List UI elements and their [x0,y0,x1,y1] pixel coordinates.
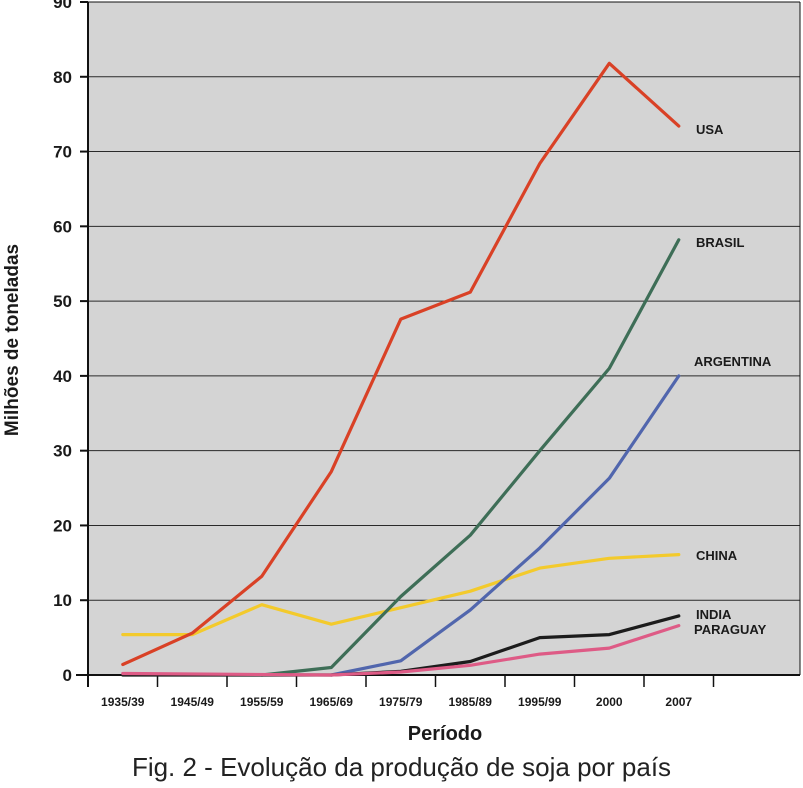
y-tick-label: 50 [53,292,72,311]
y-tick-label: 0 [63,666,72,685]
series-label-usa: USA [696,122,724,137]
x-tick-labels: 1935/39 1945/49 1955/59 1965/69 1975/79 1985/… [101,695,692,709]
y-tick-label: 20 [53,516,72,535]
y-tick-label: 30 [53,442,72,461]
series-label-china: CHINA [696,548,738,563]
y-axis-title: Milhões de toneladas [2,244,23,436]
series-lines [121,61,681,677]
series-line-argentina [329,374,681,677]
series-line-china [121,552,681,637]
figure-caption: Fig. 2 - Evolução da produção de soja po… [131,752,672,782]
series-line-brasil [260,238,681,677]
x-tick-label: 1935/39 [101,695,145,709]
y-tick-label: 40 [53,367,72,386]
series-label-india: INDIA [696,607,732,622]
series-line-paraguay [121,623,681,677]
y-tick-label: 10 [53,591,72,610]
y-tick-label: 90 [53,0,72,12]
y-tick-labels: 0 10 20 30 40 50 60 70 80 90 [53,0,72,685]
x-separators [87,675,715,687]
y-tick-label: 70 [53,143,72,162]
x-tick-label: 1995/99 [518,695,562,709]
x-tick-label: 1975/79 [379,695,423,709]
x-axis-title: Período [408,723,482,745]
series-label-paraguay: PARAGUAY [694,622,767,637]
series-label-brasil: BRASIL [696,235,744,250]
x-tick-label: 2000 [596,695,623,709]
x-tick-label: 1955/59 [240,695,284,709]
series-line-usa [121,61,681,667]
y-tick-label: 80 [53,68,72,87]
x-tick-label: 1945/49 [171,695,215,709]
x-tick-label: 1985/89 [449,695,493,709]
line-chart: 0 10 20 30 40 50 60 70 80 90 1935/39 1945/49 1955/5… [2,0,801,745]
plot-area [88,2,800,675]
x-tick-label: 1965/69 [310,695,354,709]
series-label-argentina: ARGENTINA [694,354,772,369]
x-tick-label: 2007 [665,695,692,709]
y-tick-label: 60 [53,217,72,236]
